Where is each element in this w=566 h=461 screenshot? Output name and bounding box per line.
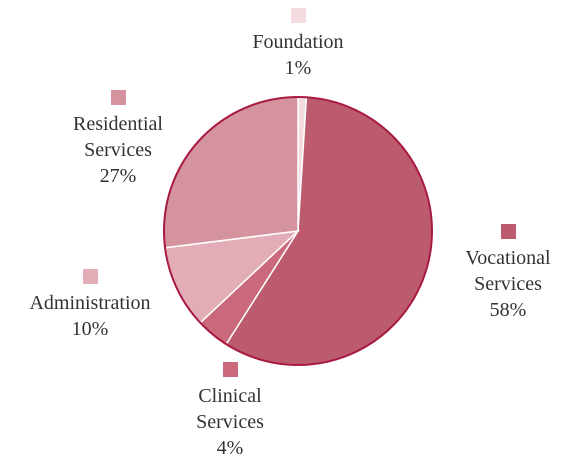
legend-swatch <box>290 8 306 23</box>
category-label: Administration <box>29 292 151 314</box>
legend-swatch <box>500 224 516 239</box>
pie-slice <box>163 96 299 249</box>
value-label: 27% <box>99 165 137 187</box>
value-label: 4% <box>216 437 244 459</box>
value-label: 10% <box>71 318 109 340</box>
category-label: Residential Services <box>73 113 163 161</box>
pie-border <box>163 96 433 366</box>
slice-label: Administration 10% <box>0 269 180 342</box>
legend-swatch <box>82 269 98 284</box>
value-label: 58% <box>489 299 527 321</box>
category-label: Clinical Services <box>196 385 264 433</box>
slice-label: Clinical Services 4% <box>175 362 285 461</box>
slice-label: Vocational Services 58% <box>448 224 566 323</box>
slice-label: Foundation 1% <box>218 8 378 81</box>
slice-label: Residential Services 27% <box>53 90 183 189</box>
category-label: Vocational Services <box>465 247 551 295</box>
legend-swatch <box>222 362 238 377</box>
legend-swatch <box>110 90 126 105</box>
value-label: 1% <box>284 57 312 79</box>
category-label: Foundation <box>252 31 344 53</box>
